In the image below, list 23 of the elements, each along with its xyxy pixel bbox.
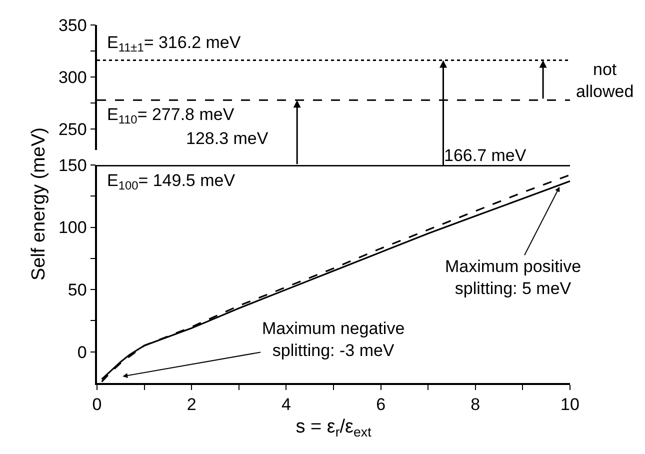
- x-tick-label: 2: [186, 395, 196, 414]
- x-tick-label: 6: [376, 395, 386, 414]
- y-tick-label: 300: [58, 68, 87, 88]
- annotation: Maximum positive splitting: 5 meV: [445, 257, 582, 298]
- y-tick-label: 250: [58, 120, 87, 140]
- ref-line-label: E$_{11±1}$= 316.2 meV: [107, 33, 242, 55]
- y-tick-label: 100: [58, 218, 87, 238]
- x-tick-label: 10: [560, 395, 580, 414]
- annotation: not allowed: [576, 60, 634, 102]
- y-tick-label: 0: [77, 342, 87, 362]
- x-tick-label: 8: [470, 395, 480, 414]
- x-tick-label: 4: [281, 395, 291, 414]
- ref-line-label: E$_{110}$= 277.8 meV: [107, 105, 235, 127]
- y-tick-label: 150: [58, 156, 87, 175]
- x-tick-label: 0: [92, 395, 102, 414]
- annotation: 166.7 meV: [444, 146, 527, 165]
- annotation: 128.3 meV: [186, 129, 269, 148]
- y-axis-title: Self energy (meV): [28, 127, 50, 281]
- annotation: Maximum negative splitting: -3 meV: [262, 319, 405, 360]
- ref-line-label: E$_{100}$= 149.5 meV: [107, 171, 236, 193]
- x-axis-title: s = ε$_{r}$/ε$_{ext}$: [296, 416, 372, 440]
- y-tick-label: 350: [58, 16, 87, 35]
- y-tick-label: 50: [68, 280, 87, 300]
